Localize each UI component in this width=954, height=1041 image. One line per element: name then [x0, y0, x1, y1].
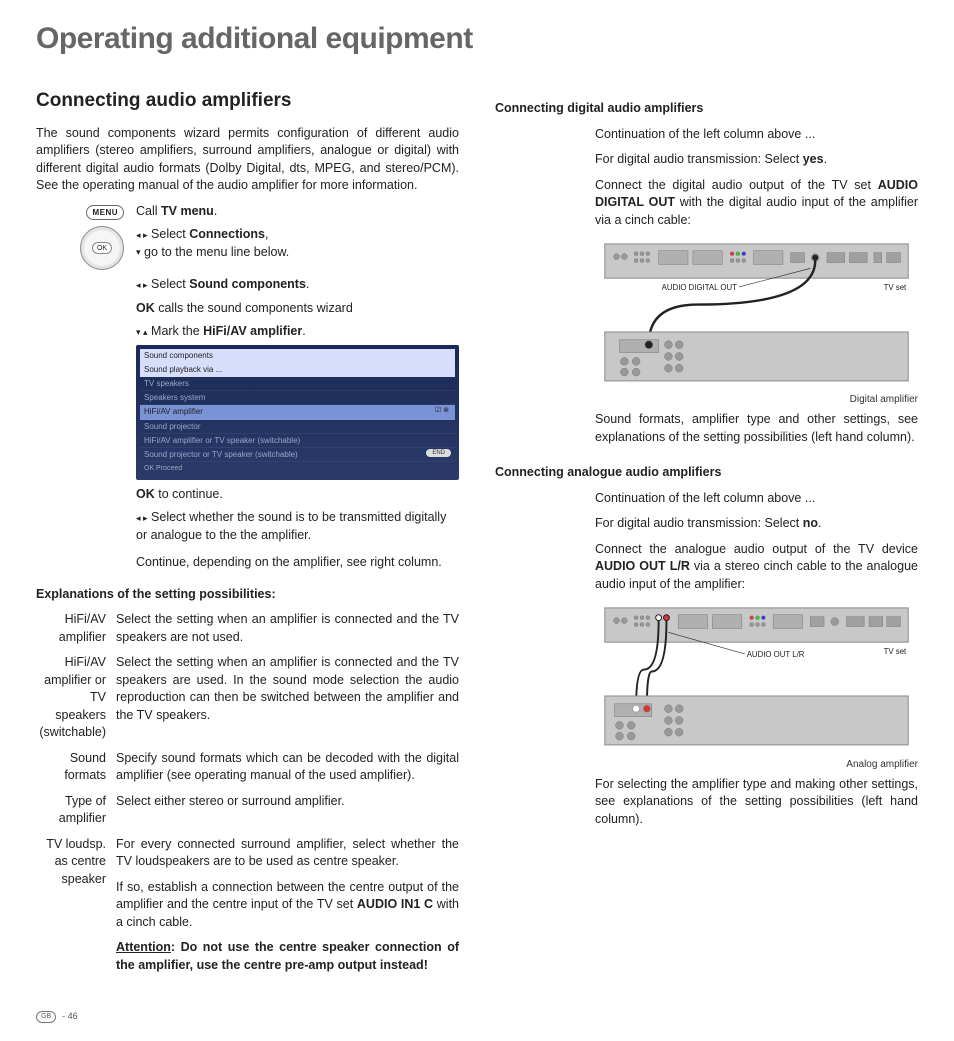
subsection-heading: Connecting analogue audio amplifiers	[495, 464, 918, 482]
subsection-heading: Connecting digital audio amplifiers	[495, 100, 918, 118]
body-text: Connect the analogue audio output of the…	[595, 541, 918, 594]
svg-text:TV set: TV set	[884, 647, 907, 656]
arrow-left-right-icon: ◂ ▸	[136, 279, 148, 292]
instruction-text: ▾ go to the menu line below.	[136, 244, 459, 262]
arrow-left-right-icon: ◂ ▸	[136, 512, 148, 525]
body-text: Continuation of the left column above ..…	[595, 490, 918, 508]
body-text: For digital audio transmission: Select n…	[595, 515, 918, 533]
page-number: - 46	[62, 1010, 78, 1023]
definition-row: Sound formats Specify sound formats whic…	[36, 750, 459, 785]
connection-diagram-analogue: AUDIO OUT L/R TV set Analog amplifier	[595, 603, 918, 771]
definition-desc: Select the setting when an amplifier is …	[116, 654, 459, 742]
left-column: Connecting audio amplifiers The sound co…	[36, 88, 459, 990]
definition-desc: Select the setting when an amplifier is …	[116, 611, 459, 646]
menu-button-icon: MENU	[86, 205, 124, 220]
arrow-down-up-icon: ▾ ▴	[136, 326, 148, 339]
right-column: Connecting digital audio amplifiers Cont…	[495, 88, 918, 990]
two-column-layout: Connecting audio amplifiers The sound co…	[36, 88, 918, 990]
ok-dpad-icon: OK	[80, 226, 124, 270]
page-footer: GB - 46	[36, 1010, 918, 1023]
menu-footer: OK Proceed	[140, 462, 455, 476]
definition-term: Sound formats	[36, 750, 116, 785]
menu-row: Sound playback via ...	[140, 363, 455, 377]
definition-row: Type of amplifier Select either stereo o…	[36, 793, 459, 828]
instruction-text: ◂ ▸ Select Connections,	[136, 226, 459, 244]
definition-desc: For every connected surround amplifier, …	[116, 836, 459, 983]
svg-text:AUDIO DIGITAL OUT: AUDIO DIGITAL OUT	[662, 283, 737, 292]
connection-diagram-digital: AUDIO DIGITAL OUT TV set Digital amplifi…	[595, 239, 918, 407]
instruction-text: Continue, depending on the amplifier, se…	[136, 554, 459, 572]
diagram-caption: Digital amplifier	[595, 393, 918, 407]
svg-text:AUDIO OUT L/R: AUDIO OUT L/R	[747, 650, 805, 659]
svg-text:TV set: TV set	[884, 283, 907, 292]
menu-row: Sound projector or TV speaker (switchabl…	[140, 448, 455, 462]
body-text: For digital audio transmission: Select y…	[595, 151, 918, 169]
definition-term: HiFi/AV amplifier	[36, 611, 116, 646]
instruction-text: ◂ ▸ Select Sound components.	[136, 276, 459, 294]
definition-term: Type of amplifier	[36, 793, 116, 828]
menu-row-selected: HiFi/AV amplifier	[140, 405, 455, 419]
language-badge: GB	[36, 1011, 56, 1023]
instruction-text: OK calls the sound components wizard	[136, 300, 459, 318]
instruction-text: ▾ ▴ Mark the HiFi/AV amplifier.	[136, 323, 459, 341]
definition-term: HiFi/AV amplifier or TV speakers (switch…	[36, 654, 116, 742]
body-text: Connect the digital audio output of the …	[595, 177, 918, 230]
arrow-down-icon: ▾	[136, 246, 141, 259]
onscreen-menu-screenshot: Sound components Sound playback via ... …	[136, 345, 459, 480]
instruction-text: ◂ ▸ Select whether the sound is to be tr…	[136, 509, 459, 544]
diagram-caption: Analog amplifier	[595, 758, 918, 772]
instruction-text: OK to continue.	[136, 486, 459, 504]
definition-row: HiFi/AV amplifier or TV speakers (switch…	[36, 654, 459, 742]
menu-row: Speakers system	[140, 391, 455, 405]
menu-row: HiFi/AV amplifier or TV speaker (switcha…	[140, 434, 455, 448]
menu-row: Sound components	[140, 349, 455, 363]
definition-desc: Select either stereo or surround amplifi…	[116, 793, 459, 828]
intro-paragraph: The sound components wizard permits conf…	[36, 125, 459, 195]
definition-term: TV loudsp. as centre speaker	[36, 836, 116, 983]
section-heading: Connecting audio amplifiers	[36, 88, 459, 115]
arrow-left-right-icon: ◂ ▸	[136, 229, 148, 242]
end-pill: END	[426, 449, 451, 457]
menu-row: Sound projector	[140, 420, 455, 434]
body-text: Continuation of the left column above ..…	[595, 126, 918, 144]
instruction-text: Call TV menu.	[136, 203, 459, 221]
menu-row: TV speakers	[140, 377, 455, 391]
definition-desc: Specify sound formats which can be decod…	[116, 750, 459, 785]
body-text: Sound formats, amplifier type and other …	[595, 411, 918, 446]
definition-row: HiFi/AV amplifier Select the setting whe…	[36, 611, 459, 646]
subsection-heading: Explanations of the setting possibilitie…	[36, 586, 459, 604]
page-title: Operating additional equipment	[36, 18, 918, 60]
definition-row: TV loudsp. as centre speaker For every c…	[36, 836, 459, 983]
body-text: For selecting the amplifier type and mak…	[595, 776, 918, 829]
